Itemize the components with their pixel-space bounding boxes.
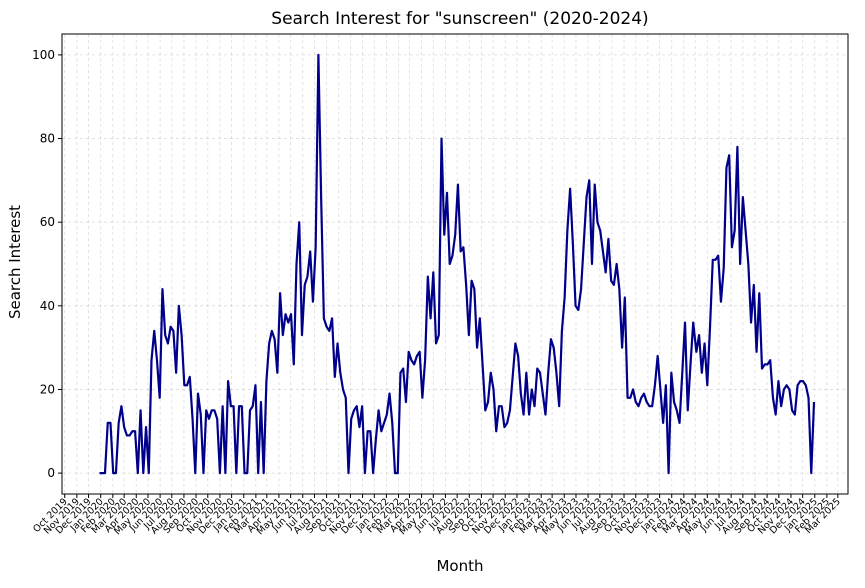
chart-title: Search Interest for "sunscreen" (2020-20… [271,9,648,29]
y-tick-label: 0 [47,466,55,480]
grid [62,34,848,494]
y-tick-label: 80 [40,132,55,146]
x-axis-label: Month [436,557,483,575]
y-tick-label: 20 [40,382,55,396]
y-tick-label: 100 [32,48,55,62]
y-tick-label: 60 [40,215,55,229]
plot-frame [62,34,848,494]
y-axis-label: Search Interest [6,205,24,319]
y-tick-label: 40 [40,299,55,313]
